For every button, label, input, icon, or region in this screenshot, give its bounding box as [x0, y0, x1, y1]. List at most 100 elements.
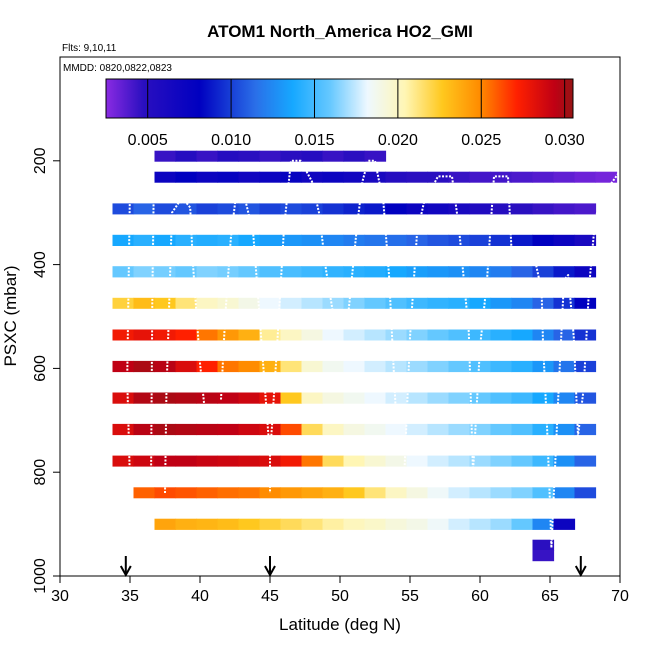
heatmap-cell [217, 297, 240, 309]
heatmap-cell [259, 518, 282, 530]
x-tick-label: 40 [191, 588, 209, 605]
heatmap-cell [406, 203, 429, 215]
heatmap-cell [364, 266, 387, 278]
heatmap-cell [343, 234, 366, 246]
flight-profile-line [472, 175, 553, 548]
heatmap-cell [238, 329, 261, 341]
y-tick-label: 400 [32, 251, 49, 278]
heatmap-cell [490, 392, 513, 404]
flight-profile-line [164, 201, 206, 494]
heatmap-cell [490, 487, 513, 499]
heatmap-cell [406, 171, 429, 183]
heatmap-cell [469, 360, 492, 373]
heatmap-cell [532, 266, 555, 278]
heatmap-cell [133, 360, 156, 373]
heatmap-cell [469, 455, 492, 467]
y-tick-label: 200 [32, 147, 49, 174]
heatmap-cell [196, 487, 219, 499]
heatmap-cell [196, 203, 219, 215]
heatmap-cell [259, 455, 282, 467]
heatmap-cell [343, 203, 366, 215]
heatmap-cell [175, 518, 198, 530]
heatmap-cell [469, 392, 492, 404]
flight-profile-line [220, 190, 271, 493]
heatmap-cell [511, 203, 534, 215]
heatmap-cell [406, 423, 429, 436]
heatmap-cell [469, 518, 492, 530]
heatmap-cell [406, 360, 429, 373]
heatmap-cell [280, 150, 303, 162]
x-tick-label: 35 [121, 588, 139, 605]
heatmap-cell [490, 455, 513, 467]
heatmap-cell [196, 392, 219, 404]
heatmap-cell [427, 329, 450, 341]
heatmap-cell [259, 487, 282, 499]
heatmap-cell [280, 203, 303, 215]
heatmap-cell [322, 234, 345, 246]
heatmap-cell [511, 423, 534, 436]
heatmap-cell [322, 423, 345, 436]
heatmap-cell [385, 329, 408, 341]
heatmap-cell [343, 266, 366, 278]
heatmap-cell [511, 392, 534, 404]
heatmap-cell [448, 266, 471, 278]
colorbar-tick-label: 0.030 [545, 132, 585, 149]
heatmap-cell [217, 171, 240, 183]
heatmap-cell [238, 234, 261, 246]
heatmap-cell [238, 392, 261, 404]
heatmap-cell [385, 297, 408, 309]
heatmap-cell [154, 203, 177, 215]
heatmap-cell [385, 518, 408, 530]
heatmap-cell [196, 518, 219, 530]
heatmap-cell [448, 171, 471, 183]
heatmap-cell [217, 234, 240, 246]
heatmap-cell [448, 329, 471, 341]
heatmap-cell [448, 518, 471, 530]
heatmap-cell [196, 234, 219, 246]
heatmap-cell [385, 203, 408, 215]
heatmap-cell [322, 171, 345, 183]
heatmap-cell [385, 487, 408, 499]
heatmap-cell [217, 392, 240, 404]
heatmap-cell [511, 297, 534, 309]
heatmap-cell [364, 234, 387, 246]
heatmap-cell [406, 329, 429, 341]
heatmap-cell [133, 392, 156, 404]
heatmap-cell [112, 360, 135, 373]
down-arrow-icon [264, 556, 276, 578]
heatmap-cell [280, 392, 303, 404]
heatmap-cell [511, 487, 534, 499]
heatmap-cell [238, 487, 261, 499]
heatmap-cell [406, 487, 429, 499]
heatmap-cell [448, 203, 471, 215]
y-tick-label: 600 [32, 355, 49, 382]
heatmap-cell [259, 150, 282, 162]
heatmap-cell [490, 234, 513, 246]
heatmap-cell [175, 150, 198, 162]
heatmap-cells [112, 150, 618, 562]
heatmap-cell [553, 518, 576, 530]
heatmap-cell [448, 423, 471, 436]
heatmap-cell [112, 392, 135, 404]
heatmap-cell [175, 234, 198, 246]
heatmap-cell [238, 360, 261, 373]
heatmap-cell [112, 329, 135, 341]
heatmap-cell [238, 455, 261, 467]
heatmap-cell [280, 487, 303, 499]
x-tick-label: 30 [51, 588, 69, 605]
heatmap-cell [238, 266, 261, 278]
heatmap-cell [469, 171, 492, 183]
heatmap-cell [385, 423, 408, 436]
x-axis-ticks: 30 35 40 45 50 55 60 65 70 [51, 576, 629, 605]
heatmap-cell [175, 297, 198, 309]
heatmap-cell [301, 150, 324, 162]
heatmap-cell [343, 487, 366, 499]
heatmap-cell [406, 455, 429, 467]
heatmap-cell [133, 455, 156, 467]
heatmap-cell [175, 423, 198, 436]
heatmap-cell [343, 297, 366, 309]
heatmap-cell [553, 329, 576, 341]
heatmap-cell [427, 203, 450, 215]
y-tick-label: 800 [32, 459, 49, 486]
heatmap-cell [154, 392, 177, 404]
